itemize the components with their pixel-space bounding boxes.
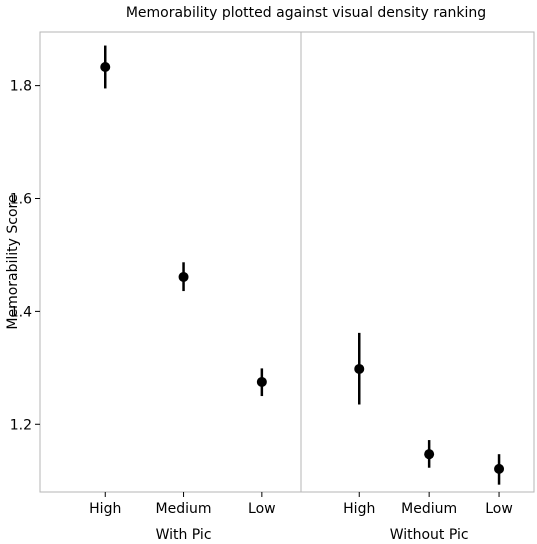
data-point <box>424 449 435 460</box>
x-tick-label: High <box>343 501 375 517</box>
data-point <box>100 61 111 72</box>
plot-frame <box>39 31 535 493</box>
y-axis-title: Memorability Score <box>5 194 21 329</box>
y-tick-label: 1.4 <box>10 304 32 320</box>
x-axis: High Medium Low With Pic High Medium Low Withou… <box>89 492 513 543</box>
y-tick-label: 1.8 <box>10 79 32 95</box>
data-point <box>178 271 189 282</box>
data-point <box>354 363 365 374</box>
x-tick-label: High <box>89 501 121 517</box>
x-tick-label: Low <box>485 501 513 517</box>
panel-label: With Pic <box>156 527 212 543</box>
y-axis: 1.2 1.4 1.6 1.8 <box>10 79 40 433</box>
data-point <box>494 463 505 474</box>
y-tick-label: 1.6 <box>10 192 32 208</box>
data-marks <box>100 45 505 485</box>
x-tick-label: Low <box>248 501 276 517</box>
y-tick-label: 1.2 <box>10 417 32 433</box>
data-point <box>256 376 267 387</box>
x-tick-label: Medium <box>401 501 457 517</box>
x-tick-label: Medium <box>156 501 212 517</box>
chart-title: Memorability plotted against visual dens… <box>126 5 486 21</box>
panel-label: Without Pic <box>390 527 469 543</box>
